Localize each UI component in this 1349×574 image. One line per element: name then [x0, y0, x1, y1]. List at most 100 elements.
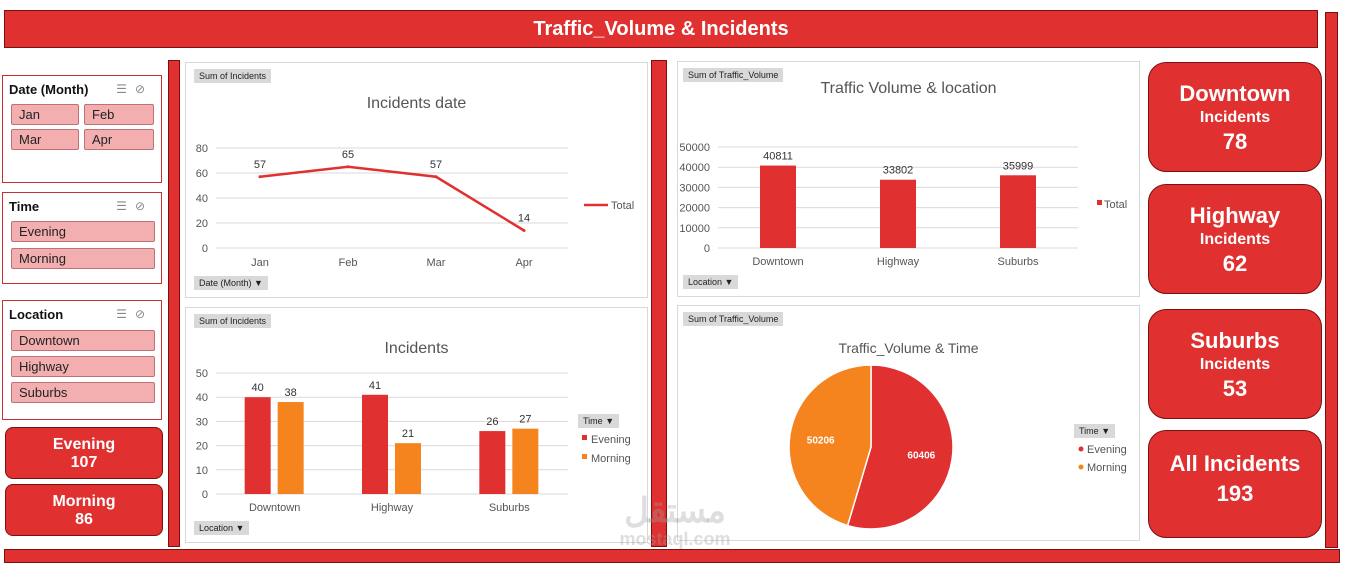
- field-tag[interactable]: Sum of Incidents: [194, 314, 272, 328]
- slicer-time-icons: ☰⊘: [116, 199, 153, 213]
- y-tick-label: 0: [704, 243, 710, 255]
- multi-select-icon[interactable]: ☰: [116, 199, 135, 213]
- bar-morning: [277, 402, 304, 494]
- location-filter-dropdown[interactable]: Location ▼: [194, 521, 250, 535]
- clear-filter-icon[interactable]: ⊘: [134, 82, 153, 96]
- slicer-item-jan[interactable]: Jan: [11, 104, 79, 125]
- kpi-morning: Morning 86: [5, 484, 163, 536]
- data-label: 26: [486, 416, 498, 428]
- y-tick-label: 20000: [679, 203, 710, 215]
- y-tick-label: 0: [202, 489, 208, 501]
- data-point: [258, 175, 262, 179]
- data-label: 38: [285, 387, 297, 399]
- y-tick-label: 10: [196, 465, 208, 477]
- bar-chart-traffic-location: 0 10000 20000 30000 40000 50000 40811 Downtown 3…: [679, 142, 1127, 268]
- y-tick-label: 60: [196, 168, 208, 180]
- kpi-evening-value: 107: [70, 454, 98, 471]
- slicer-time-label: Time: [9, 199, 40, 214]
- panel-traffic-location: Sum of Traffic_Volume Traffic Volume & l…: [677, 61, 1140, 297]
- watermark-latin: mostaql.com: [619, 529, 731, 549]
- slicer-item-feb[interactable]: Feb: [84, 104, 154, 125]
- panel-incidents-date: Sum of Incidents Incidents date 0 20 40 60 8…: [185, 62, 648, 298]
- chevron-down-icon: ▼: [724, 277, 734, 287]
- dropdown-label: Location: [688, 277, 723, 287]
- x-tick-label: Apr: [515, 257, 532, 269]
- kpi-suburbs-sub: Incidents: [1199, 356, 1271, 373]
- y-tick-label: 50: [196, 368, 208, 380]
- x-tick-label: Feb: [339, 257, 358, 269]
- x-tick-label: Suburbs: [998, 256, 1039, 268]
- kpi-highway-label: Highway: [1189, 203, 1281, 228]
- data-label: 27: [519, 414, 531, 426]
- slicer-item-apr[interactable]: Apr: [84, 129, 154, 150]
- slicer-date-icons: ☰⊘: [116, 82, 153, 96]
- kpi-suburbs-label: Suburbs: [1190, 328, 1280, 353]
- legend-swatch-evening: [1078, 446, 1084, 452]
- dropdown-label: Date (Month): [199, 278, 252, 288]
- slicer-item-suburbs[interactable]: Suburbs: [11, 382, 155, 403]
- legend-label-evening: Evening: [1087, 444, 1127, 456]
- multi-select-icon[interactable]: ☰: [116, 307, 135, 321]
- chevron-down-icon: ▼: [605, 416, 615, 426]
- kpi-suburbs-value: 53: [1222, 376, 1248, 401]
- bar-chart-incidents-location: 0 10 20 30 40 50 40 38 Downtown 41 21 Highway 26 27 Su…: [196, 368, 631, 514]
- legend-swatch-total: [1097, 200, 1102, 205]
- left-divider-bar: [168, 60, 180, 547]
- data-label: 41: [369, 380, 381, 392]
- slicer-time: Time ☰⊘ Evening Morning: [2, 192, 162, 284]
- kpi-downtown-label: Downtown: [1179, 81, 1291, 106]
- kpi-downtown-value: 78: [1222, 129, 1248, 154]
- kpi-evening-label: Evening: [52, 436, 116, 453]
- slicer-item-highway[interactable]: Highway: [11, 356, 155, 377]
- slicer-item-mar[interactable]: Mar: [11, 129, 79, 150]
- clear-filter-icon[interactable]: ⊘: [134, 307, 153, 321]
- time-legend-dropdown[interactable]: Time ▼: [578, 414, 620, 428]
- kpi-all-incidents: All Incidents 193: [1148, 430, 1322, 538]
- x-tick-label: Mar: [427, 257, 446, 269]
- legend-label-morning: Morning: [1087, 462, 1127, 474]
- location-filter-dropdown[interactable]: Location ▼: [683, 275, 739, 289]
- data-label: 65: [342, 149, 354, 161]
- clear-filter-icon[interactable]: ⊘: [134, 199, 153, 213]
- legend-swatch-morning: [1078, 464, 1084, 470]
- chevron-down-icon: ▼: [254, 278, 263, 288]
- bar-evening: [479, 431, 506, 494]
- middle-divider-bar: [651, 60, 667, 547]
- dropdown-label: Location: [199, 523, 234, 533]
- data-point: [346, 165, 350, 169]
- date-filter-dropdown[interactable]: Date (Month) ▼: [194, 276, 268, 290]
- field-tag[interactable]: Sum of Traffic_Volume: [683, 68, 784, 82]
- data-label: 40811: [763, 151, 793, 163]
- kpi-morning-value: 86: [75, 511, 93, 528]
- x-tick-label: Downtown: [752, 256, 803, 268]
- slicer-item-morning[interactable]: Morning: [11, 248, 155, 269]
- slicer-item-downtown[interactable]: Downtown: [11, 330, 155, 351]
- data-label: 60406: [907, 450, 935, 461]
- bar-morning: [395, 443, 421, 494]
- x-tick-label: Downtown: [249, 502, 300, 514]
- slicer-date: Date (Month) ☰⊘ Jan Feb Mar Apr: [2, 75, 162, 183]
- field-tag[interactable]: Sum of Incidents: [194, 69, 272, 83]
- dashboard-title: Traffic_Volume & Incidents: [533, 17, 789, 40]
- kpi-highway-sub: Incidents: [1199, 231, 1271, 248]
- bar-total: [760, 165, 796, 248]
- slicer-location-label: Location: [9, 307, 64, 322]
- data-label: 21: [402, 428, 414, 440]
- kpi-suburbs: Suburbs Incidents 53: [1148, 309, 1322, 419]
- kpi-all-value: 193: [1216, 481, 1254, 506]
- field-tag[interactable]: Sum of Traffic_Volume: [683, 312, 784, 326]
- slicer-item-evening[interactable]: Evening: [11, 221, 155, 242]
- kpi-evening: Evening 107: [5, 427, 163, 479]
- y-tick-label: 20: [196, 218, 208, 230]
- data-point: [434, 175, 438, 179]
- chart-title: Incidents: [384, 340, 449, 357]
- y-tick-label: 10000: [679, 223, 710, 235]
- data-label: 50206: [807, 436, 835, 447]
- legend-swatch-morning: [582, 454, 587, 459]
- kpi-downtown-sub: Incidents: [1199, 109, 1271, 126]
- slicer-location: Location ☰⊘ Downtown Highway Suburbs: [2, 300, 162, 420]
- data-label: 35999: [1003, 160, 1034, 172]
- multi-select-icon[interactable]: ☰: [116, 82, 135, 96]
- time-legend-dropdown[interactable]: Time ▼: [1074, 424, 1116, 438]
- dropdown-label: Time: [583, 416, 603, 426]
